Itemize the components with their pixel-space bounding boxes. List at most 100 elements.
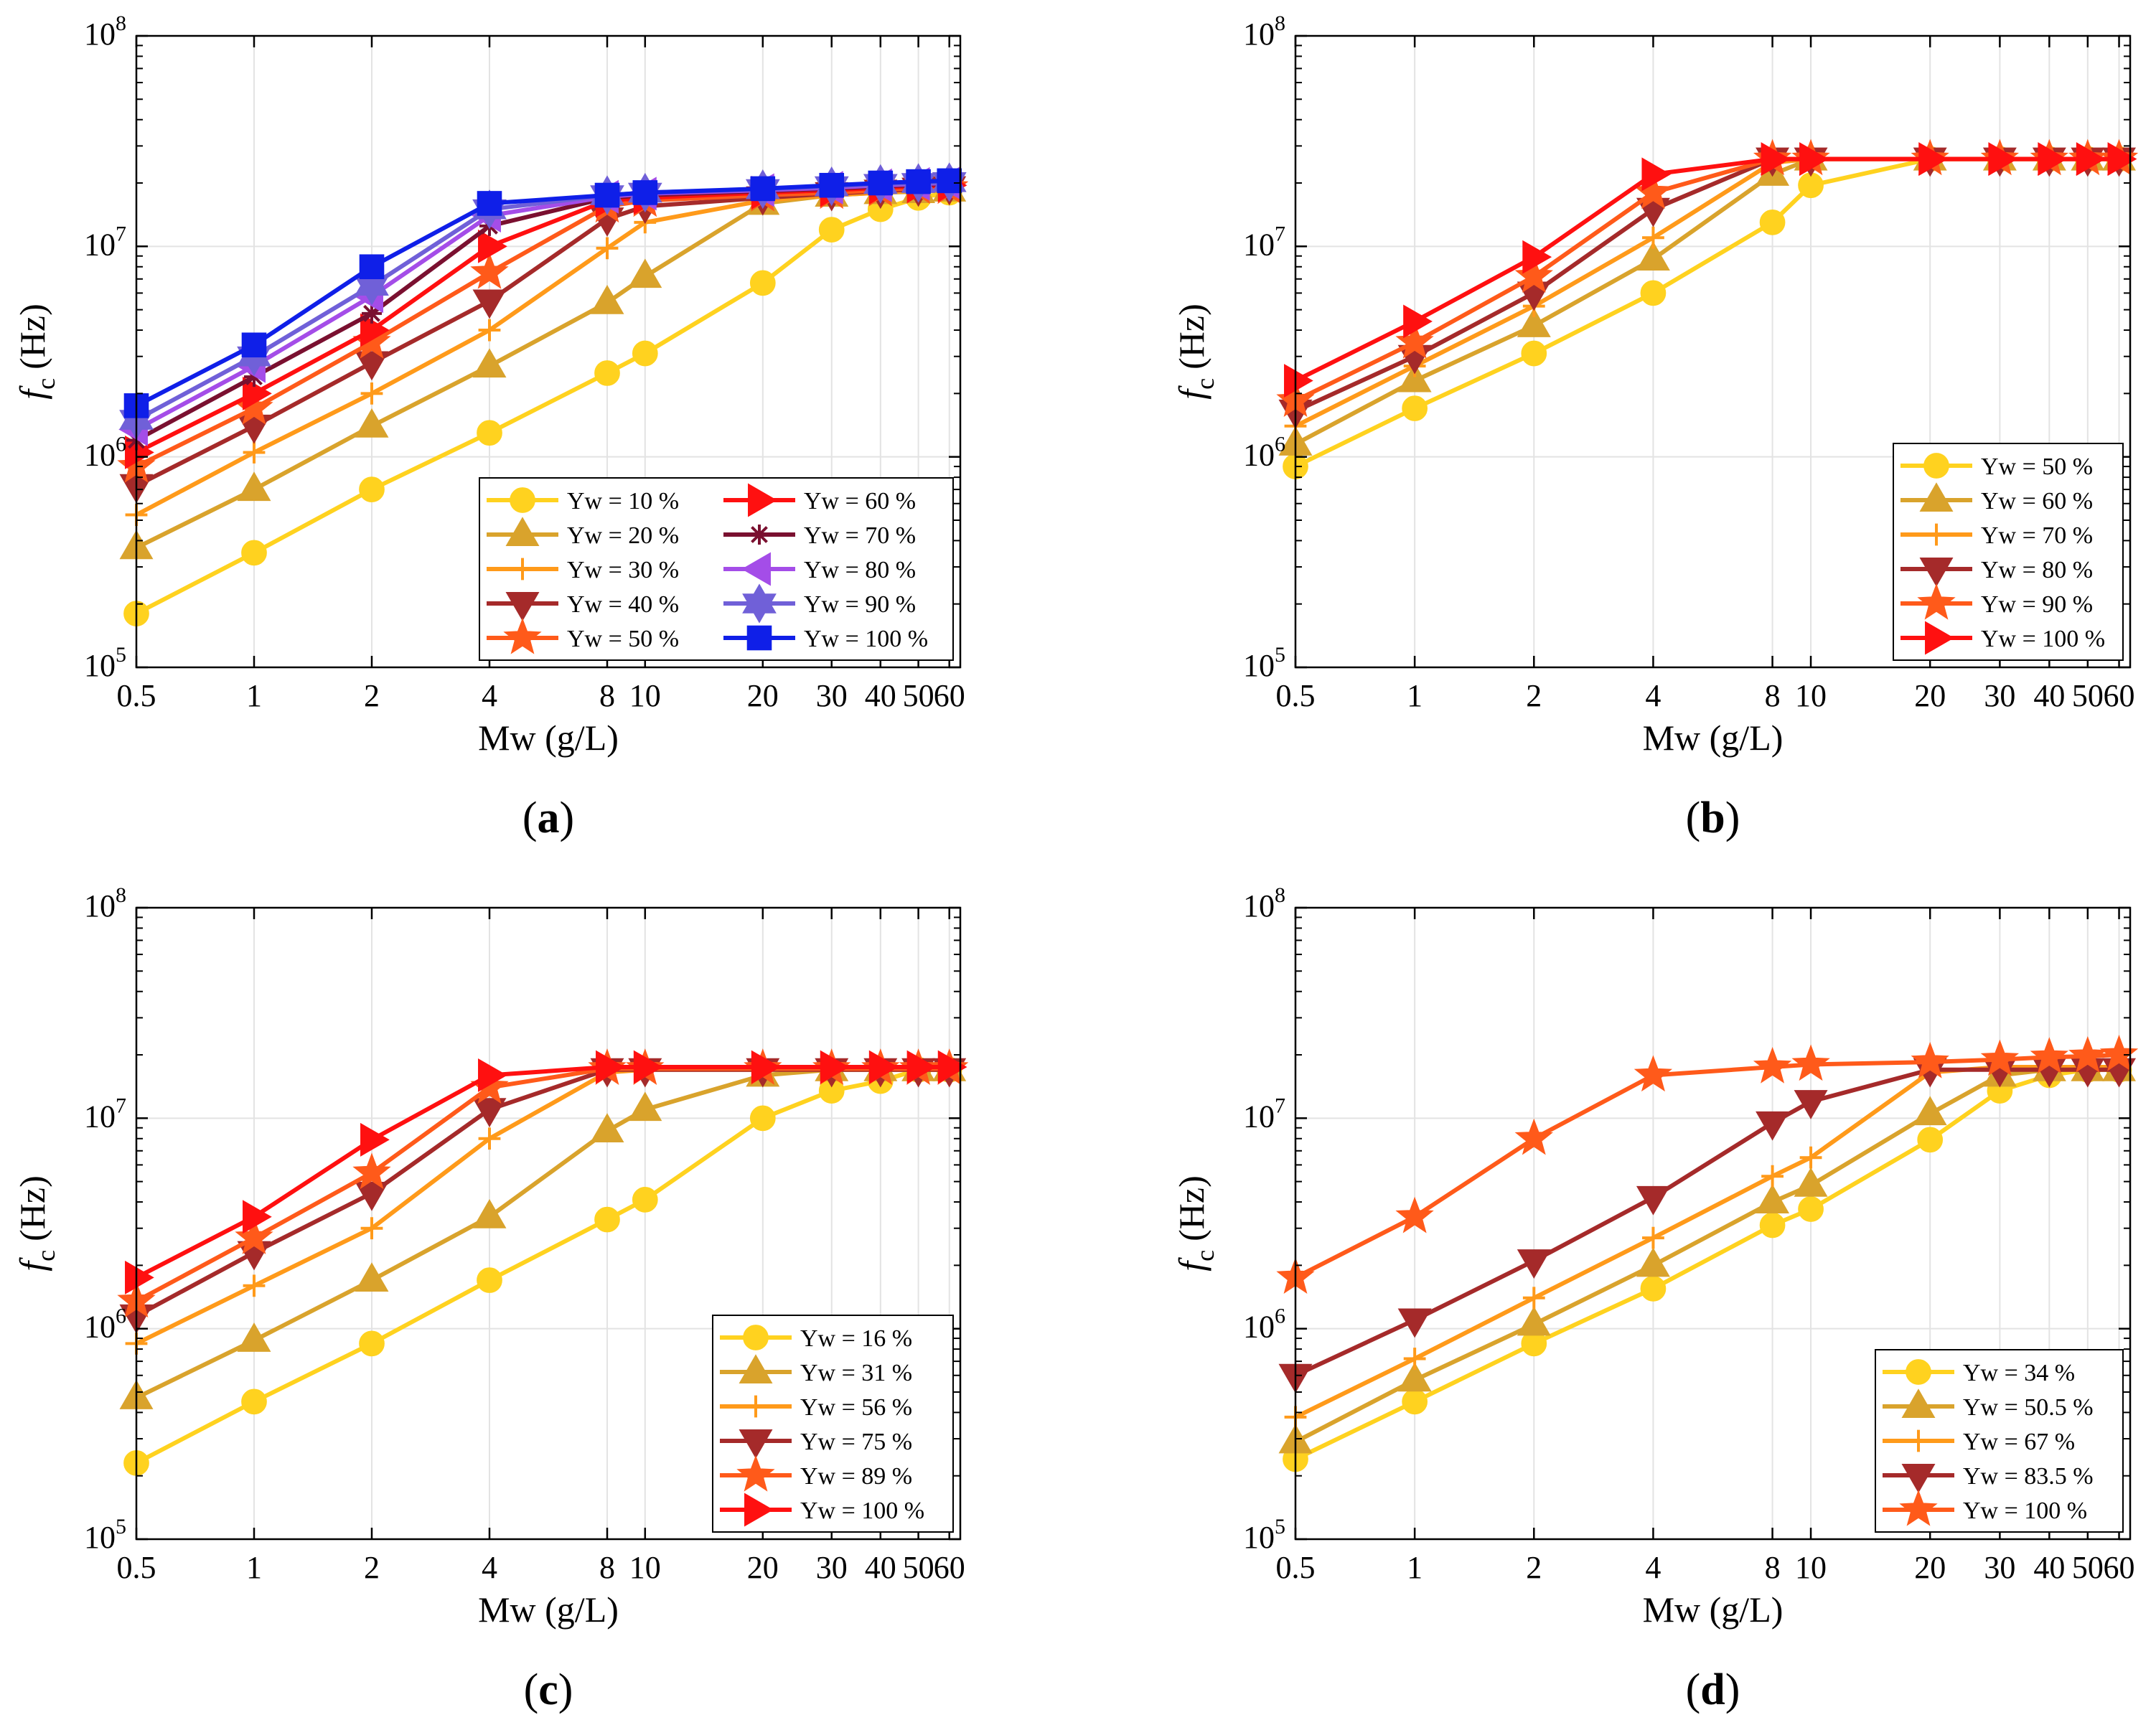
data-point	[820, 1050, 850, 1084]
data-point	[355, 408, 389, 438]
legend-marker	[744, 1395, 767, 1418]
legend-marker	[1923, 453, 1949, 479]
tick-label-y-base: 10	[84, 1099, 116, 1134]
tick-label-y-base: 10	[1243, 227, 1275, 262]
legend-label: Yw = 40 %	[567, 591, 679, 618]
legend-label: Yw = 100 %	[804, 626, 928, 652]
data-point	[1756, 1184, 1790, 1214]
tick-label-y: 107	[1243, 1094, 1285, 1134]
tick-label-x: 40	[865, 678, 896, 713]
tick-label-x: 4	[1645, 1550, 1661, 1585]
data-point	[472, 1098, 507, 1127]
data-point	[1794, 1090, 1828, 1119]
y-axis-subscript: c	[1191, 1250, 1219, 1261]
data-point	[477, 420, 502, 446]
legend-marker	[503, 617, 542, 654]
legend-entry: Yw = 60 %	[723, 483, 916, 517]
data-point	[868, 170, 894, 196]
data-point	[1284, 364, 1313, 398]
data-point	[751, 1050, 781, 1084]
tick-label-y-base: 10	[84, 438, 116, 473]
legend-entry: Yw = 89 %	[720, 1455, 912, 1492]
axes-box	[1294, 906, 2132, 1541]
legend-label: Yw = 60 %	[804, 488, 916, 514]
tick-label-x: 0.5	[1276, 1550, 1316, 1585]
tick-label-x: 60	[934, 1550, 965, 1585]
legend-marker	[1907, 1429, 1930, 1452]
data-point	[478, 229, 507, 263]
x-axis-title: Mw (g/L)	[478, 718, 619, 758]
data-point	[360, 382, 383, 405]
panel-label-letter: b	[1700, 794, 1725, 842]
legend-label: Yw = 75 %	[800, 1429, 912, 1455]
data-point	[1397, 1308, 1432, 1338]
data-point	[237, 471, 271, 502]
data-point	[1798, 1196, 1824, 1222]
legend-entry: Yw = 90 %	[723, 583, 916, 624]
data-point	[594, 360, 620, 386]
legend-marker	[743, 1325, 769, 1350]
panel-label-open: (	[524, 1665, 539, 1714]
y-axis-subscript: c	[1191, 378, 1219, 390]
data-point	[868, 1050, 899, 1084]
legend-entry: Yw = 34 %	[1883, 1359, 2075, 1386]
legend-entry: Yw = 90 %	[1900, 583, 2093, 620]
legend-marker	[741, 552, 771, 586]
legend-label: Yw = 90 %	[804, 591, 916, 618]
data-point	[243, 441, 266, 464]
legend-label: Yw = 80 %	[804, 557, 916, 583]
data-point	[2068, 1035, 2107, 1073]
y-axis-title: fc(Hz)	[12, 304, 60, 400]
legend-entry: Yw = 50 %	[487, 617, 679, 654]
data-point	[360, 313, 390, 347]
tick-label-x: 8	[599, 678, 615, 713]
tick-label-y: 106	[84, 1305, 126, 1345]
y-axis-title: fc(Hz)	[12, 1175, 60, 1272]
data-point	[1636, 1247, 1670, 1277]
data-point	[477, 191, 502, 216]
tick-label-y: 106	[1243, 1305, 1285, 1345]
tick-label-x: 20	[1914, 1550, 1946, 1585]
tick-label-y-base: 10	[1243, 438, 1275, 473]
legend: Yw = 16 % Yw = 31 % Yw = 56 % Yw = 75 % Yw =…	[712, 1315, 954, 1533]
panel-label-close: )	[558, 1665, 573, 1714]
tick-label-y: 105	[1243, 643, 1285, 683]
data-point	[470, 252, 509, 289]
legend-label: Yw = 50.5 %	[1963, 1394, 2094, 1421]
data-point	[477, 1267, 502, 1293]
tick-label-y: 108	[84, 11, 126, 52]
legend-label: Yw = 50 %	[567, 626, 679, 652]
data-point	[243, 1200, 272, 1234]
tick-label-x: 8	[599, 1550, 615, 1585]
legend-marker	[744, 1493, 774, 1527]
tick-label-x: 1	[1407, 678, 1423, 713]
legend-entry: Yw = 20 %	[487, 517, 679, 549]
data-point	[1756, 1111, 1790, 1141]
data-point	[632, 1187, 658, 1213]
panel-label: (b)	[1686, 794, 1740, 842]
legend-label: Yw = 50 %	[1981, 454, 2093, 480]
legend-entry: Yw = 100 %	[1883, 1489, 2087, 1526]
tick-label-y-base: 10	[1243, 648, 1275, 683]
data-point	[1521, 340, 1547, 367]
panel-label: (a)	[522, 794, 574, 842]
data-point	[1517, 308, 1551, 337]
tick-label-y-base: 10	[1243, 1099, 1275, 1134]
legend-marker	[1917, 583, 1956, 620]
data-point	[125, 1260, 154, 1294]
tick-label-x: 10	[629, 1550, 661, 1585]
legend-box	[1893, 443, 2124, 661]
tick-label-x: 10	[629, 678, 661, 713]
legend-marker	[742, 583, 777, 624]
legend-entry: Yw = 75 %	[720, 1429, 912, 1459]
legend-label: Yw = 80 %	[1981, 557, 2093, 583]
tick-label-x: 20	[747, 678, 779, 713]
legend-marker	[505, 517, 540, 546]
data-point	[1791, 1044, 1830, 1081]
tick-label-y-base: 10	[84, 1520, 116, 1555]
data-point	[1403, 1348, 1426, 1370]
